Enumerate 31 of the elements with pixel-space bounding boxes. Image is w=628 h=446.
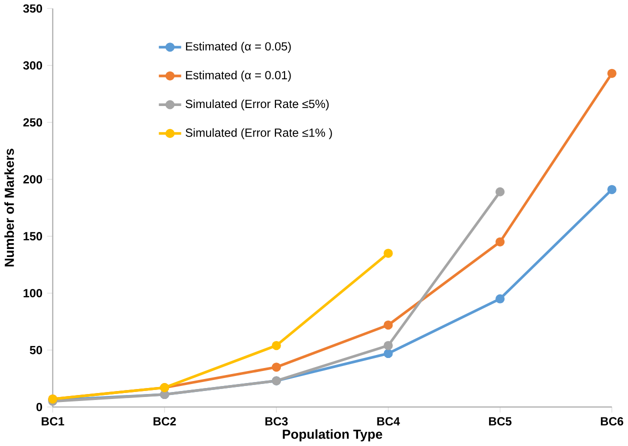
y-tick-label: 250 — [23, 118, 42, 127]
legend-label: Estimated (α = 0.01) — [186, 70, 291, 82]
legend-label: Simulated (Error Rate ≤5%) — [186, 100, 329, 110]
point — [272, 341, 281, 350]
x-tick-label: BC6 — [600, 417, 624, 426]
point — [272, 362, 281, 372]
point — [384, 320, 393, 330]
point — [495, 187, 505, 196]
y-tick-label: 200 — [23, 175, 42, 184]
x-tick-label: BC3 — [265, 417, 288, 426]
point — [607, 185, 616, 194]
point — [384, 248, 393, 258]
y-tick-label: 50 — [30, 346, 42, 354]
x-tick-label: BC4 — [377, 417, 400, 426]
x-axis-title: Population Type — [282, 429, 382, 442]
legend-label: Simulated (Error Rate ≤1% ) — [186, 128, 332, 140]
point — [607, 68, 616, 78]
x-tick-label: BC5 — [489, 417, 512, 426]
x-tick-label: BC2 — [154, 417, 176, 426]
y-tick-label: 0 — [36, 402, 42, 412]
x-tick-label: BC1 — [42, 417, 64, 426]
point — [384, 341, 393, 350]
legend-label: Estimated (α = 0.05) — [186, 42, 291, 53]
point — [495, 294, 505, 304]
point — [495, 237, 505, 247]
y-tick-label: 300 — [23, 61, 42, 70]
y-tick-label: 350 — [23, 4, 42, 13]
y-axis-title: Number of Markers — [4, 148, 14, 266]
y-tick-label: 150 — [24, 232, 42, 240]
y-tick-label: 100 — [24, 289, 42, 298]
point — [384, 349, 393, 358]
